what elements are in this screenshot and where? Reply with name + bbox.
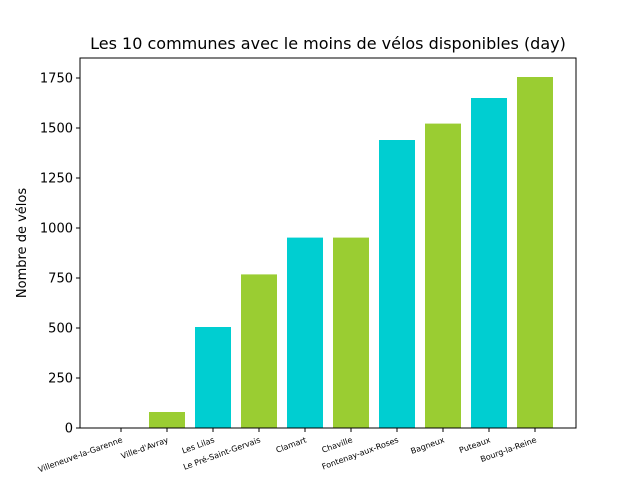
- bar: [471, 98, 507, 428]
- x-tick-label: Fontenay-aux-Roses: [321, 435, 400, 471]
- bar: [287, 237, 323, 428]
- y-tick-label: 1750: [40, 72, 73, 87]
- x-tick-label: Bagneux: [409, 435, 445, 456]
- x-tick-label: Ville-d'Avray: [120, 435, 170, 461]
- bar: [195, 327, 231, 428]
- bar: [241, 274, 277, 428]
- y-tick-label: 500: [48, 322, 73, 337]
- y-tick-label: 750: [48, 272, 73, 287]
- bars-group: [149, 77, 553, 428]
- x-tick-label: Clamart: [275, 435, 308, 454]
- x-tick-label: Le Pré-Saint-Gervais: [182, 434, 262, 471]
- bar: [517, 77, 553, 428]
- y-tick-label: 1250: [40, 172, 73, 187]
- y-axis-label: Nombre de vélos: [15, 188, 30, 298]
- x-tick-label: Villeneuve-la-Garenne: [37, 435, 124, 474]
- bar: [333, 237, 369, 428]
- y-tick-label: 1000: [40, 222, 73, 237]
- chart-title: Les 10 communes avec le moins de vélos d…: [90, 34, 566, 53]
- bar: [149, 412, 185, 428]
- plot-frame: [79, 57, 577, 429]
- y-axis-ticks: 0 250 500 750 1000 1250 1500 1750: [40, 72, 80, 437]
- y-tick-label: 0: [65, 422, 73, 437]
- bar: [379, 140, 415, 428]
- y-tick-label: 250: [48, 372, 73, 387]
- y-tick-label: 1500: [40, 122, 73, 137]
- bar: [425, 123, 461, 428]
